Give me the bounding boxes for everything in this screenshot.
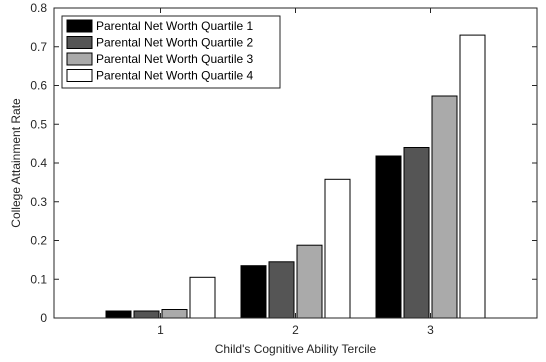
bar-q2-tercile-2 bbox=[268, 261, 295, 319]
y-tick-label: 0.2 bbox=[30, 234, 47, 248]
y-tick-label: 0.4 bbox=[30, 156, 47, 170]
y-tick-label: 0.3 bbox=[30, 195, 47, 209]
y-tick-label: 0.7 bbox=[30, 40, 47, 54]
y-axis-label: College Attainment Rate bbox=[9, 98, 23, 228]
legend-box bbox=[61, 15, 281, 89]
y-tick-label: 0.6 bbox=[30, 79, 47, 93]
legend-label-q4: Parental Net Worth Quartile 4 bbox=[96, 69, 254, 83]
legend-swatch-q4 bbox=[66, 69, 93, 82]
legend-swatch-q3 bbox=[66, 52, 93, 66]
bar-q2-tercile-3 bbox=[403, 147, 430, 319]
y-tick-label: 0.1 bbox=[30, 272, 47, 286]
bar-q3-tercile-1 bbox=[161, 309, 188, 319]
legend-label-q1: Parental Net Worth Quartile 1 bbox=[96, 19, 254, 33]
ticks-layer: 0 0.1 0.2 0.3 0.4 0.5 0.6 0.7 0.8 1 2 3 bbox=[30, 1, 537, 337]
bars-layer bbox=[105, 34, 486, 319]
legend-swatch-q2 bbox=[66, 36, 93, 49]
x-tick-label: 1 bbox=[157, 323, 164, 337]
legend-swatch-q1 bbox=[66, 19, 93, 33]
bar-q1-tercile-2 bbox=[240, 265, 267, 319]
bar-q1-tercile-3 bbox=[375, 155, 402, 319]
y-tick-label: 0.5 bbox=[30, 117, 47, 131]
legend: Parental Net Worth Quartile 1 Parental Ne… bbox=[61, 15, 281, 89]
bar-q2-tercile-1 bbox=[133, 310, 160, 319]
y-tick-label: 0 bbox=[40, 311, 47, 325]
legend-label-q3: Parental Net Worth Quartile 3 bbox=[96, 52, 254, 66]
x-tick-label: 2 bbox=[292, 323, 299, 337]
y-tick-label: 0.8 bbox=[30, 1, 47, 15]
bar-q3-tercile-2 bbox=[296, 244, 323, 319]
bar-q4-tercile-3 bbox=[459, 34, 486, 319]
bar-q4-tercile-1 bbox=[189, 276, 216, 319]
bar-q1-tercile-1 bbox=[105, 310, 132, 319]
x-axis-label: Child's Cognitive Ability Tercile bbox=[215, 342, 377, 356]
bar-q3-tercile-3 bbox=[431, 95, 458, 319]
bar-q4-tercile-2 bbox=[324, 178, 351, 319]
x-tick-label: 3 bbox=[427, 323, 434, 337]
legend-label-q2: Parental Net Worth Quartile 2 bbox=[96, 36, 254, 50]
